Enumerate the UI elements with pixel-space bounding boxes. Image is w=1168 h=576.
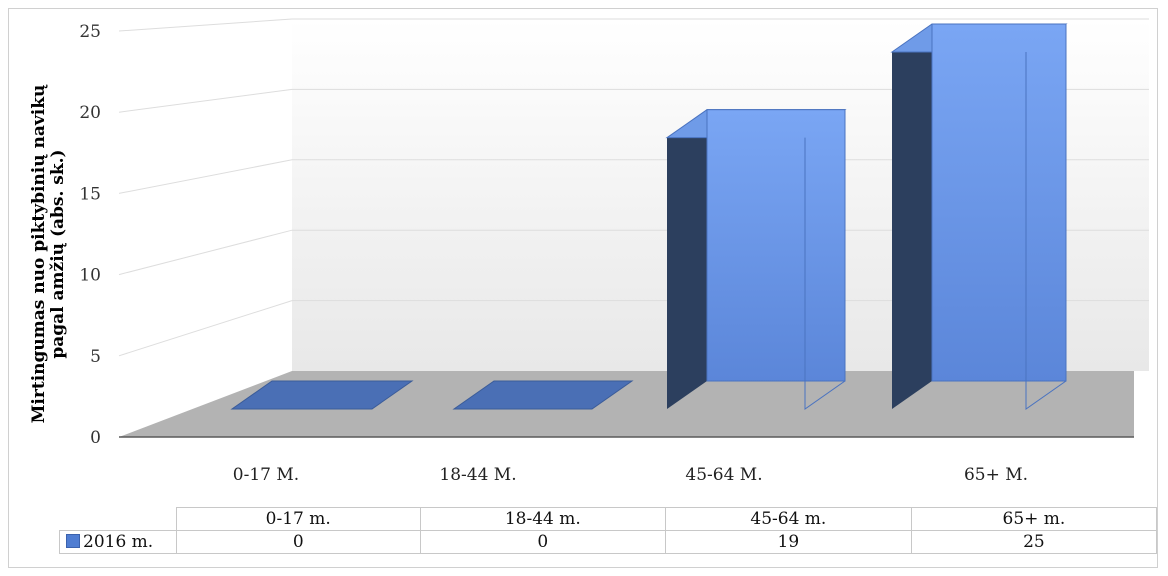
data-table-row-2016: 2016 m. 0 0 19 25: [59, 530, 1158, 554]
legend-series-name: 2016 m.: [83, 532, 154, 552]
legend-swatch: [66, 534, 80, 548]
x-tick-label-18-44: 18-44 M.: [439, 465, 517, 485]
data-table-header-65plus: 65+ m.: [910, 507, 1158, 531]
y-axis-label: Mirtingumas nuo piktybinių navikų pagal …: [19, 34, 79, 474]
gridline: [118, 18, 1149, 32]
gridline: [118, 88, 1149, 113]
bar-3: [931, 23, 1067, 382]
bar-0: [230, 380, 414, 410]
chart-frame: 0 5 10 15 20 25 Mirtingumas nuo piktybinių na…: [8, 8, 1158, 568]
bar-1: [452, 380, 634, 410]
gridline: [118, 300, 1149, 357]
bar-edge-3: [1025, 52, 1067, 410]
data-table-header-18-44: 18-44 m.: [419, 507, 666, 531]
bar-side-3: [892, 24, 932, 409]
data-table-value-45-64: 19: [664, 530, 912, 554]
data-table-corner: [59, 507, 177, 531]
bar-side-2: [667, 109, 707, 410]
chart-area: 0 5 10 15 20 25: [79, 18, 1149, 448]
y-tick-label: 0: [90, 428, 101, 448]
gridline: [118, 159, 1149, 194]
y-tick-label: 5: [90, 347, 101, 367]
data-table-value-65plus: 25: [910, 530, 1158, 554]
data-table-header-row: 0-17 m. 18-44 m. 45-64 m. 65+ m.: [59, 507, 1158, 531]
data-table: 0-17 m. 18-44 m. 45-64 m. 65+ m. 2016 m.…: [59, 507, 1158, 554]
data-table-value-18-44: 0: [419, 530, 666, 554]
x-tick-label-45-64: 45-64 M.: [685, 465, 763, 485]
data-table-header-0-17: 0-17 m.: [175, 507, 421, 531]
gridline: [118, 229, 1149, 276]
y-axis-label-line-1: Mirtingumas nuo piktybinių navikų: [29, 84, 49, 424]
data-table-value-0-17: 0: [175, 530, 421, 554]
bar-edge-2: [804, 137, 846, 410]
y-tick-label: 10: [79, 266, 101, 286]
y-tick-label: 20: [79, 103, 101, 123]
data-table-series-label: 2016 m.: [59, 530, 177, 554]
data-table-header-45-64: 45-64 m.: [664, 507, 912, 531]
y-axis-label-line-2: pagal amžių (abs. sk.): [48, 149, 68, 359]
x-tick-label-65plus: 65+ M.: [963, 465, 1029, 485]
y-tick-label: 25: [79, 22, 101, 42]
x-tick-label-0-17: 0-17 M.: [232, 465, 300, 485]
y-tick-label: 15: [79, 184, 101, 204]
bar-2: [706, 109, 846, 382]
